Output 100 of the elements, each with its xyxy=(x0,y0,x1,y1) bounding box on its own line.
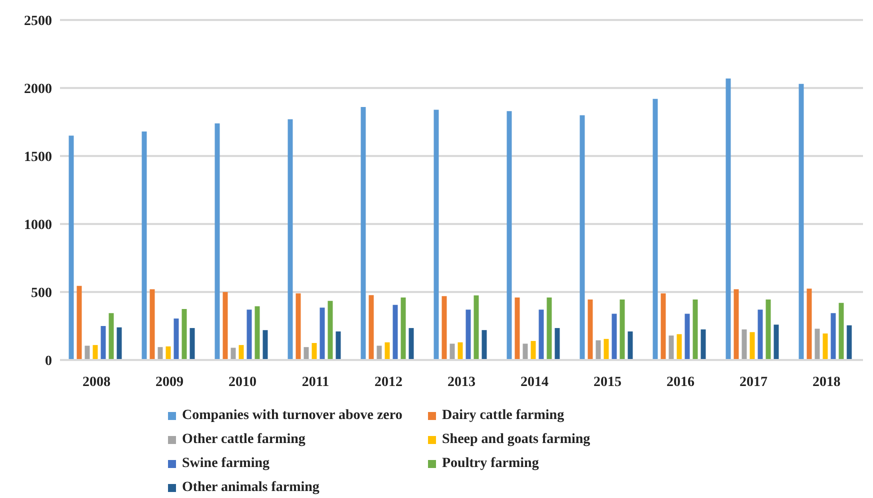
bar xyxy=(116,327,122,360)
x-tick-label: 2018 xyxy=(812,374,840,390)
bar xyxy=(76,286,82,360)
bar xyxy=(108,313,114,360)
bar xyxy=(392,304,398,360)
bar xyxy=(530,340,536,360)
bar xyxy=(734,289,739,360)
bar xyxy=(726,78,731,360)
bar xyxy=(246,310,252,360)
bar xyxy=(84,346,90,360)
y-tick-label: 0 xyxy=(45,354,52,369)
bar xyxy=(474,295,479,360)
bar xyxy=(376,346,382,360)
bar xyxy=(684,314,690,360)
bar xyxy=(142,132,147,360)
bar xyxy=(822,333,828,360)
bar xyxy=(458,342,463,360)
bar xyxy=(150,289,155,360)
bar xyxy=(758,310,763,360)
bar xyxy=(774,324,779,360)
bar xyxy=(182,309,187,360)
bar xyxy=(466,310,471,360)
y-tick-label: 2000 xyxy=(24,82,52,97)
x-tick-label: 2016 xyxy=(666,374,694,390)
bar xyxy=(312,343,317,360)
bar xyxy=(742,329,747,360)
bar xyxy=(328,300,333,360)
bar xyxy=(596,340,601,360)
bar xyxy=(846,325,852,360)
legend-label: Other cattle farming xyxy=(182,432,306,448)
bar xyxy=(506,111,512,360)
x-tick-label: 2015 xyxy=(594,374,622,390)
bar xyxy=(158,347,163,360)
x-tick-label: 2012 xyxy=(374,374,402,390)
bar xyxy=(434,110,439,360)
bar xyxy=(450,344,455,360)
bar xyxy=(830,313,836,360)
bar xyxy=(700,329,706,360)
bar xyxy=(254,306,260,360)
bar xyxy=(174,318,179,360)
bar xyxy=(750,332,755,360)
bar xyxy=(482,330,487,360)
bar xyxy=(838,302,844,360)
bar xyxy=(400,297,406,360)
bar xyxy=(546,297,552,360)
bar xyxy=(628,331,633,360)
legend-label: Other animals farming xyxy=(182,480,320,496)
y-tick-label: 1500 xyxy=(24,150,52,165)
y-tick-label: 2500 xyxy=(24,14,52,29)
bar xyxy=(262,330,268,360)
bar xyxy=(384,342,390,360)
x-tick-label: 2017 xyxy=(740,374,768,390)
bar xyxy=(368,295,374,360)
legend-label: Sheep and goats farming xyxy=(442,432,590,448)
bar xyxy=(620,299,625,360)
bar xyxy=(336,331,341,360)
bar xyxy=(100,326,106,360)
y-tick-label: 1000 xyxy=(24,218,52,233)
bar xyxy=(296,293,301,360)
bar xyxy=(668,336,674,360)
legend-label: Poultry farming xyxy=(442,456,539,472)
bar xyxy=(230,348,236,360)
bar xyxy=(522,344,528,360)
bar xyxy=(652,98,658,360)
bar xyxy=(288,119,293,360)
bar xyxy=(68,136,74,360)
x-tick-label: 2010 xyxy=(228,374,256,390)
bar xyxy=(408,328,414,360)
bar xyxy=(766,299,771,360)
bar xyxy=(554,328,560,360)
legend-label: Companies with turnover above zero xyxy=(182,408,402,424)
bar xyxy=(604,338,609,360)
bar xyxy=(442,296,447,360)
bar xyxy=(214,123,220,360)
y-tick-label: 500 xyxy=(31,286,52,301)
x-tick-label: 2009 xyxy=(156,374,184,390)
x-tick-label: 2013 xyxy=(448,374,476,390)
bar xyxy=(580,115,585,360)
bar xyxy=(814,328,820,360)
bar xyxy=(92,345,98,360)
bar xyxy=(222,292,228,360)
bar xyxy=(612,314,617,360)
bar xyxy=(320,308,325,360)
bar xyxy=(692,299,698,360)
bar xyxy=(304,347,309,360)
x-tick-label: 2011 xyxy=(302,374,330,390)
bar xyxy=(166,346,171,360)
x-tick-label: 2008 xyxy=(82,374,110,390)
bar xyxy=(538,310,544,360)
legend-label: Swine farming xyxy=(182,456,270,472)
bar xyxy=(676,334,682,360)
bar xyxy=(798,84,804,360)
bar xyxy=(806,288,812,360)
bar xyxy=(588,299,593,360)
bar xyxy=(238,345,244,360)
legend-label: Dairy cattle farming xyxy=(442,408,564,424)
bar xyxy=(190,328,195,360)
bar xyxy=(360,107,366,360)
bar xyxy=(514,297,520,360)
x-tick-label: 2014 xyxy=(520,374,548,390)
